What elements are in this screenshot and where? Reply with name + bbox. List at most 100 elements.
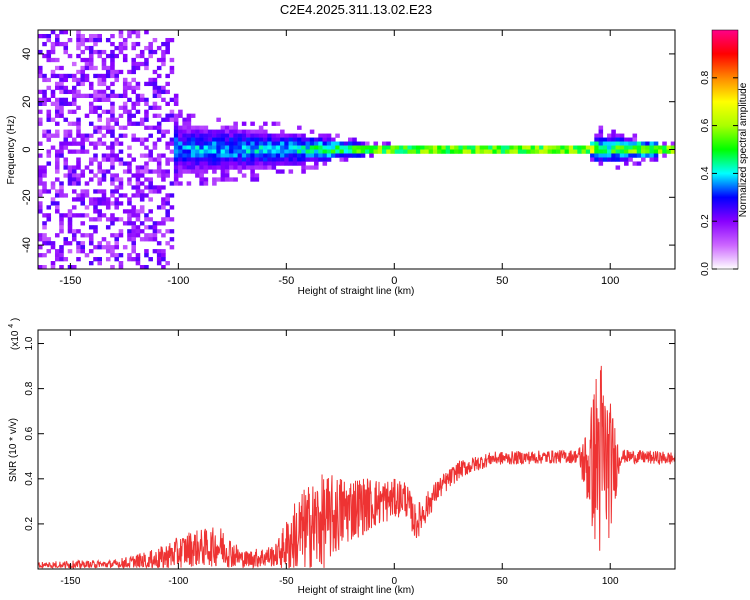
heatmap-cell bbox=[139, 61, 145, 67]
heatmap-cell bbox=[178, 145, 183, 150]
heatmap-cell bbox=[88, 133, 94, 138]
heatmap-cell bbox=[144, 161, 149, 166]
heatmap-cell bbox=[67, 121, 73, 126]
heatmap-cell bbox=[50, 201, 56, 206]
heatmap-cell bbox=[156, 89, 162, 95]
heatmap-cell bbox=[88, 65, 94, 71]
y-tick-label: 0.8 bbox=[24, 381, 35, 395]
heatmap-cell bbox=[573, 149, 578, 154]
x-tick-label: -100 bbox=[167, 275, 189, 287]
heatmap-cell bbox=[339, 149, 345, 154]
heatmap-cell bbox=[318, 133, 323, 138]
heatmap-cell bbox=[173, 125, 179, 130]
heatmap-cell bbox=[50, 101, 56, 106]
heatmap-cell bbox=[97, 129, 102, 134]
heatmap-cell bbox=[165, 201, 170, 206]
heatmap-cell bbox=[611, 149, 616, 154]
heatmap-cell bbox=[280, 129, 285, 134]
heatmap-cell bbox=[59, 97, 64, 102]
heatmap-cell bbox=[381, 149, 387, 154]
heatmap-cell bbox=[590, 157, 595, 162]
heatmap-cell bbox=[122, 81, 128, 87]
heatmap-cell bbox=[84, 253, 90, 258]
svg-text:(x10 4 ): (x10 4 ) bbox=[5, 318, 21, 350]
heatmap-cell bbox=[59, 41, 64, 47]
heatmap-cell bbox=[263, 153, 268, 158]
heatmap-cell bbox=[161, 201, 166, 206]
heatmap-cell bbox=[224, 145, 230, 150]
heatmap-cell bbox=[169, 181, 175, 186]
heatmap-cell bbox=[80, 137, 86, 142]
heatmap-cell bbox=[288, 157, 294, 162]
heatmap-cell bbox=[76, 181, 81, 186]
heatmap-cell bbox=[80, 197, 86, 202]
heatmap-cell bbox=[54, 37, 60, 43]
heatmap-cell bbox=[653, 141, 659, 146]
heatmap-cell bbox=[585, 149, 591, 154]
heatmap-cell bbox=[636, 145, 642, 150]
heatmap-cell bbox=[127, 97, 132, 102]
heatmap-cell bbox=[309, 129, 315, 134]
heatmap-cell bbox=[42, 221, 47, 226]
heatmap-cell bbox=[246, 157, 251, 162]
heatmap-cell bbox=[88, 177, 94, 182]
heatmap-cell bbox=[139, 189, 145, 194]
heatmap-cell bbox=[483, 145, 489, 150]
heatmap-cell bbox=[428, 149, 434, 154]
heatmap-cell bbox=[326, 137, 332, 142]
heatmap-cell bbox=[258, 149, 264, 154]
heatmap-cell bbox=[76, 193, 81, 198]
heatmap-cell bbox=[590, 153, 595, 158]
heatmap-cell bbox=[203, 181, 209, 186]
heatmap-cell bbox=[156, 161, 162, 166]
heatmap-cell bbox=[144, 65, 149, 71]
heatmap-cell bbox=[38, 49, 43, 55]
heatmap-cell bbox=[190, 165, 196, 170]
heatmap-cell bbox=[114, 201, 119, 206]
heatmap-cell bbox=[80, 249, 86, 254]
heatmap-cell bbox=[280, 141, 285, 146]
heatmap-cell bbox=[254, 177, 260, 182]
heatmap-cell bbox=[178, 113, 183, 118]
heatmap-cell bbox=[59, 265, 64, 269]
y-tick-label: 0.2 bbox=[24, 517, 35, 531]
heatmap-cell bbox=[42, 185, 47, 190]
heatmap-cell bbox=[165, 173, 170, 178]
heatmap-cell bbox=[46, 137, 52, 142]
heatmap-cell bbox=[114, 137, 119, 142]
heatmap-cell bbox=[118, 161, 124, 166]
heatmap-cell bbox=[284, 157, 289, 162]
heatmap-cell bbox=[71, 73, 77, 79]
heatmap-cell bbox=[258, 133, 264, 138]
heatmap-cell bbox=[530, 149, 536, 154]
heatmap-cell bbox=[509, 145, 514, 150]
heatmap-cell bbox=[135, 53, 141, 59]
heatmap-cell bbox=[331, 145, 336, 150]
heatmap-cell bbox=[38, 201, 43, 206]
heatmap-cell bbox=[203, 149, 209, 154]
heatmap-cell bbox=[93, 189, 98, 194]
heatmap-cell bbox=[148, 153, 153, 158]
heatmap-cell bbox=[161, 253, 166, 258]
heatmap-cell bbox=[250, 169, 255, 174]
heatmap-cell bbox=[101, 65, 107, 71]
heatmap-cell bbox=[152, 69, 158, 75]
heatmap-cell bbox=[131, 137, 136, 142]
heatmap-cell bbox=[301, 169, 306, 174]
heatmap-cell bbox=[135, 169, 141, 174]
heatmap-cell bbox=[645, 145, 650, 150]
heatmap-cell bbox=[301, 157, 306, 162]
heatmap-cell bbox=[110, 201, 115, 206]
heatmap-cell bbox=[127, 217, 132, 222]
heatmap-cell bbox=[169, 97, 175, 102]
heatmap-cell bbox=[148, 197, 153, 202]
heatmap-cell bbox=[54, 109, 60, 114]
heatmap-cell bbox=[318, 157, 323, 162]
heatmap-cell bbox=[356, 141, 362, 146]
heatmap-cell bbox=[611, 141, 616, 146]
heatmap-cell bbox=[93, 229, 98, 234]
heatmap-cell bbox=[258, 161, 264, 166]
heatmap-cell bbox=[203, 137, 209, 142]
heatmap-cell bbox=[178, 153, 183, 158]
heatmap-cell bbox=[131, 89, 136, 95]
